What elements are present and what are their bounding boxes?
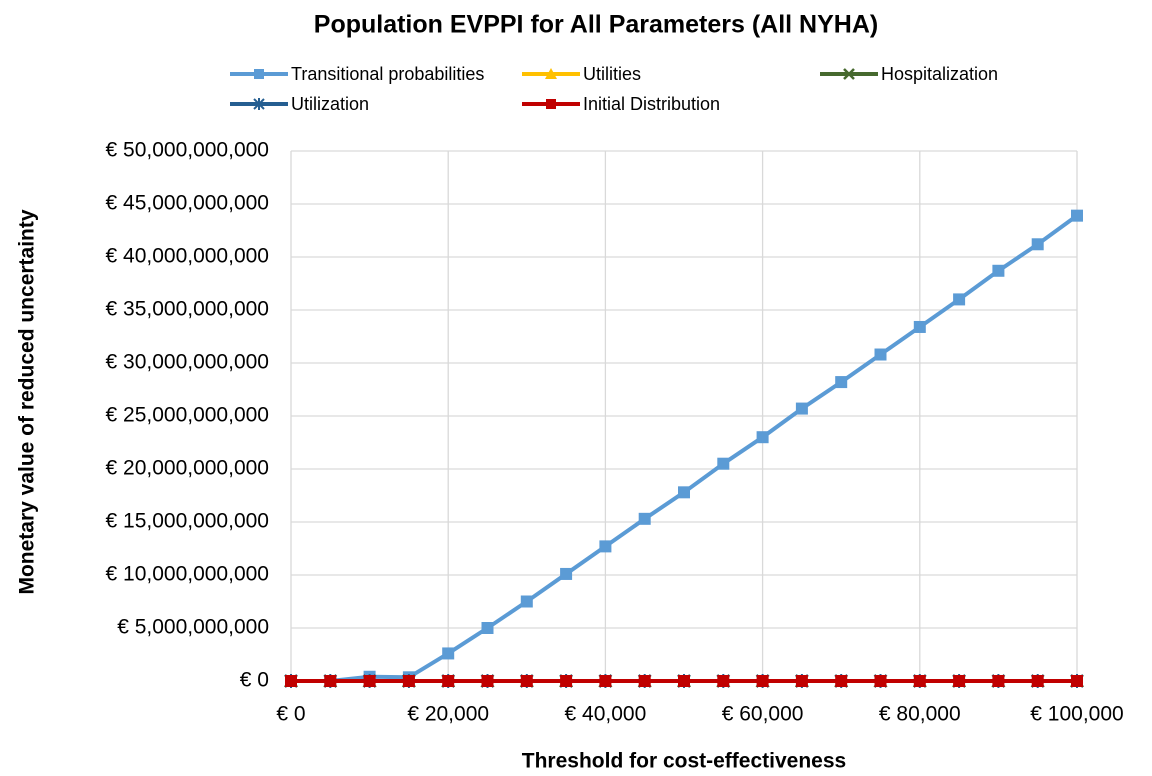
marker — [285, 675, 297, 687]
marker — [545, 68, 557, 79]
marker — [560, 567, 573, 580]
marker — [442, 647, 455, 660]
marker — [795, 675, 808, 687]
y-axis-label: Monetary value of reduced uncertainty — [16, 209, 39, 594]
marker — [638, 512, 651, 525]
marker — [795, 402, 808, 415]
x-tick-label: € 80,000 — [879, 703, 961, 726]
marker — [835, 376, 848, 389]
marker — [254, 69, 264, 79]
marker — [717, 675, 730, 687]
marker — [953, 675, 966, 687]
marker — [913, 675, 926, 687]
marker — [992, 264, 1005, 277]
y-tick-label: € 15,000,000,000 — [106, 510, 270, 533]
marker — [546, 99, 556, 109]
marker — [992, 675, 1005, 687]
x-tick-label: € 0 — [276, 703, 305, 726]
marker — [599, 675, 612, 687]
x-axis-label: Threshold for cost-effectiveness — [522, 750, 846, 773]
legend-label: Initial Distribution — [583, 94, 720, 114]
marker — [638, 675, 651, 687]
marker — [717, 457, 730, 470]
y-tick-label: € 10,000,000,000 — [106, 563, 270, 586]
marker — [678, 486, 690, 499]
legend-label: Utilization — [291, 94, 369, 114]
marker — [402, 675, 415, 687]
marker — [442, 675, 455, 687]
marker — [835, 675, 848, 687]
y-tick-label: € 0 — [240, 669, 269, 692]
legend-label: Utilities — [583, 64, 641, 84]
marker — [1071, 675, 1083, 687]
marker — [756, 675, 769, 687]
marker — [363, 675, 376, 687]
y-tick-label: € 35,000,000,000 — [106, 298, 270, 321]
y-tick-label: € 5,000,000,000 — [117, 616, 269, 639]
legend-label: Transitional probabilities — [291, 64, 484, 84]
marker — [599, 540, 612, 553]
marker — [756, 431, 769, 444]
y-tick-label: € 45,000,000,000 — [106, 192, 270, 215]
y-tick-label: € 20,000,000,000 — [106, 457, 270, 480]
marker — [1031, 238, 1044, 251]
x-tick-label: € 60,000 — [722, 703, 804, 726]
marker — [481, 675, 494, 687]
x-tick-label: € 100,000 — [1030, 703, 1123, 726]
marker — [520, 595, 533, 608]
marker — [678, 675, 690, 687]
marker — [953, 293, 966, 306]
marker — [520, 675, 533, 687]
marker — [913, 320, 926, 333]
marker — [874, 348, 887, 361]
marker — [324, 675, 337, 687]
x-tick-label: € 20,000 — [407, 703, 489, 726]
marker — [253, 98, 265, 110]
marker — [1031, 675, 1044, 687]
y-tick-label: € 25,000,000,000 — [106, 404, 270, 427]
marker — [1071, 209, 1083, 222]
marker — [481, 622, 494, 634]
x-tick-label: € 40,000 — [565, 703, 647, 726]
marker — [874, 675, 887, 687]
marker — [843, 68, 855, 80]
chart-title: Population EVPPI for All Parameters (All… — [314, 11, 878, 39]
legend-label: Hospitalization — [881, 64, 998, 84]
marker — [560, 675, 573, 687]
y-tick-label: € 30,000,000,000 — [106, 351, 270, 374]
series-line — [291, 214, 1079, 683]
y-tick-label: € 50,000,000,000 — [106, 139, 270, 162]
y-tick-label: € 40,000,000,000 — [106, 245, 270, 268]
